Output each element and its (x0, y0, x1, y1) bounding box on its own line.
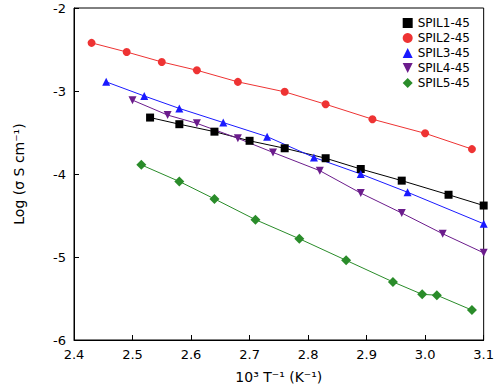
svg-text:2.9: 2.9 (356, 347, 377, 362)
svg-text:3.1: 3.1 (473, 347, 494, 362)
svg-text:2.6: 2.6 (181, 347, 202, 362)
svg-text:3.0: 3.0 (415, 347, 436, 362)
svg-text:2.4: 2.4 (64, 347, 85, 362)
svg-text:2.7: 2.7 (239, 347, 260, 362)
svg-text:10³ T⁻¹ (K⁻¹): 10³ T⁻¹ (K⁻¹) (235, 369, 322, 385)
svg-text:-6: -6 (53, 333, 66, 348)
svg-text:-5: -5 (53, 250, 66, 265)
svg-text:2.5: 2.5 (122, 347, 143, 362)
svg-text:SPIL1-45: SPIL1-45 (418, 16, 470, 30)
svg-text:SPIL5-45: SPIL5-45 (418, 76, 470, 90)
svg-text:SPIL2-45: SPIL2-45 (418, 31, 470, 45)
svg-text:-2: -2 (53, 1, 66, 16)
svg-text:SPIL3-45: SPIL3-45 (418, 46, 470, 60)
svg-text:-4: -4 (53, 167, 66, 182)
svg-text:Log (σ S cm⁻¹): Log (σ S cm⁻¹) (11, 123, 27, 224)
svg-text:2.8: 2.8 (298, 347, 319, 362)
svg-text:SPIL4-45: SPIL4-45 (418, 61, 470, 75)
svg-text:-3: -3 (53, 84, 66, 99)
